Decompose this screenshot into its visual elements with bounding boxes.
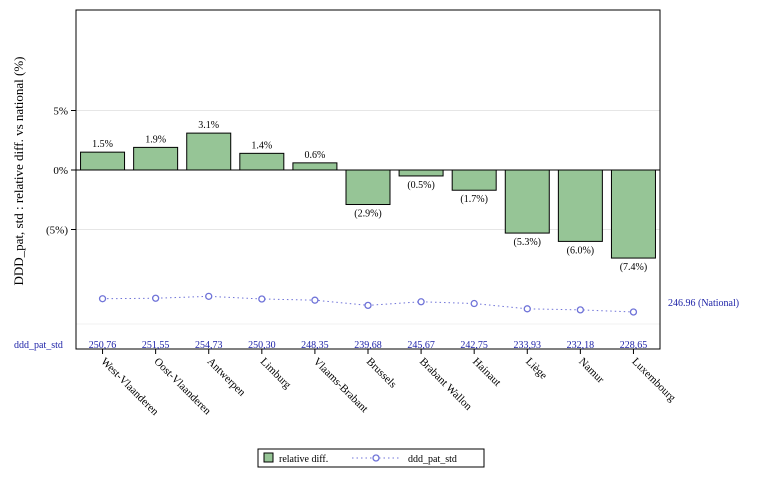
value-row-cell: 251,55 [142, 340, 170, 351]
bar [610, 169, 656, 259]
legend-bar-label: relative diff. [279, 454, 328, 465]
bar [80, 151, 126, 171]
bar [292, 162, 338, 171]
value-row-cell: 242,75 [460, 340, 488, 351]
bar-data-label: (7.4%) [620, 262, 648, 273]
series-point [258, 295, 266, 303]
series-point [523, 305, 531, 313]
bar-data-label: 1.4% [251, 140, 272, 151]
bar [451, 169, 497, 191]
value-row-cell: 250,30 [248, 340, 276, 351]
bar-data-label: (2.9%) [354, 209, 382, 220]
series-point [470, 299, 478, 308]
value-row-cell: 239,68 [354, 340, 382, 351]
bar-data-label: 3.1% [198, 120, 219, 131]
y-tick-label: 0% [53, 165, 68, 177]
bar [345, 169, 391, 206]
series-point [151, 294, 160, 302]
series-point [629, 308, 638, 316]
legend-line-label: ddd_pat_std [408, 454, 457, 465]
bar [133, 146, 179, 171]
series-point [417, 298, 425, 306]
series-point [98, 295, 107, 303]
value-row-cell: 250,76 [89, 340, 117, 351]
series-point [311, 296, 319, 304]
value-row-cell: 233,93 [514, 340, 542, 351]
series-point [364, 301, 372, 310]
bar [239, 152, 285, 171]
value-row-label: ddd_pat_std [14, 340, 63, 351]
series-point [576, 306, 585, 314]
y-axis-label: DDD_pat, std : relative diff. vs nationa… [11, 56, 26, 285]
bar-data-label: (0.5%) [407, 180, 435, 191]
y-tick-label: 5% [53, 106, 68, 118]
series-point [205, 292, 213, 300]
value-row-cell: 248,35 [301, 340, 329, 351]
bar-data-label: 0.6% [304, 150, 325, 161]
bar-data-label: (5.3%) [514, 237, 542, 248]
legend-bar-swatch [263, 452, 274, 463]
bar [557, 169, 603, 242]
bar-data-label: (6.0%) [567, 245, 595, 256]
y-tick-label: (5%) [46, 225, 68, 237]
bar [186, 132, 232, 171]
bar-data-label: (1.7%) [460, 194, 488, 205]
value-row-cell: 254,73 [195, 340, 223, 351]
bar-data-label: 1.5% [92, 139, 113, 150]
legend-line-marker [372, 454, 380, 462]
bar [398, 169, 444, 177]
value-row-cell: 232,18 [567, 340, 595, 351]
national-label: 246.96 (National) [668, 298, 739, 309]
value-row-cell: 245,67 [407, 340, 435, 351]
bar-data-label: 1.9% [145, 134, 166, 145]
value-row-cell: 228,65 [620, 340, 648, 351]
bar [504, 169, 550, 234]
